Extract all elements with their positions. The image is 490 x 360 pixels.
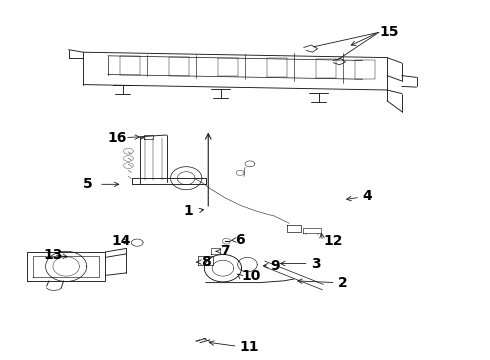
Text: 7: 7 [220,244,230,258]
Text: 11: 11 [239,341,259,354]
Text: 16: 16 [108,131,127,144]
Text: 2: 2 [338,276,348,289]
Text: 5: 5 [83,177,93,191]
Text: 13: 13 [43,248,63,262]
Text: 1: 1 [184,204,194,217]
Text: 10: 10 [241,269,261,283]
Text: 15: 15 [380,25,399,39]
Text: 6: 6 [235,233,245,247]
Text: 14: 14 [112,234,131,248]
Text: 3: 3 [311,257,321,270]
Text: 9: 9 [270,259,280,273]
Text: 12: 12 [323,234,343,248]
Text: 4: 4 [363,189,372,203]
Text: 8: 8 [201,255,211,269]
